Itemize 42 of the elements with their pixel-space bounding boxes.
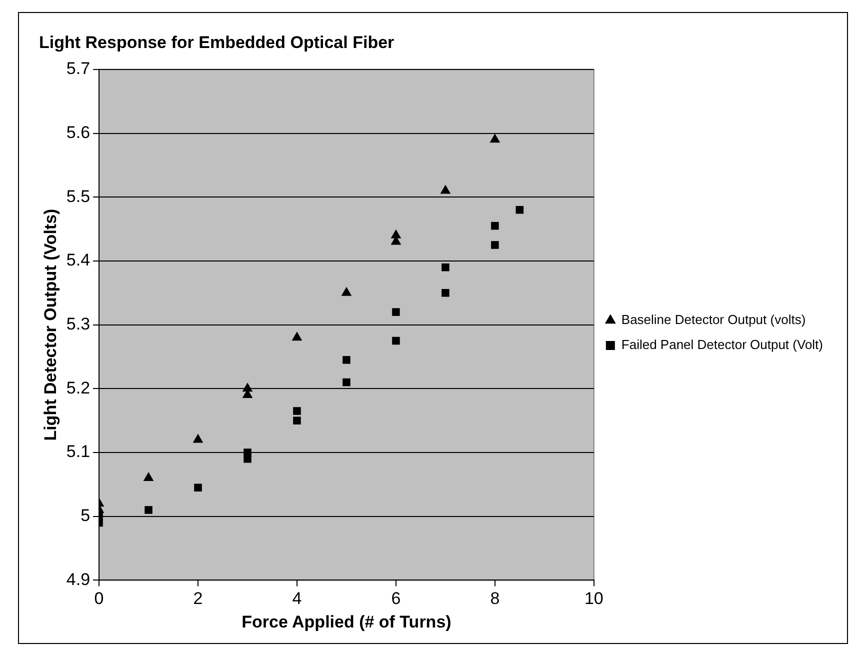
y-tick-label: 5.4 — [66, 250, 90, 270]
y-tick-label: 5.5 — [66, 186, 90, 206]
point — [342, 356, 350, 364]
y-tick-label: 5.1 — [66, 442, 90, 462]
x-tick-label: 6 — [391, 589, 401, 608]
point — [442, 288, 450, 297]
point — [192, 434, 204, 443]
point — [490, 134, 500, 143]
point — [491, 222, 499, 230]
y-axis-title: Light Detector Output (Volts) — [40, 208, 60, 441]
x-tick-label: 10 — [584, 589, 604, 608]
point — [342, 378, 350, 386]
x-axis-title: Force Applied (# of Turns) — [242, 612, 452, 632]
point — [293, 407, 301, 415]
point — [442, 263, 450, 272]
x-tick-label: 8 — [490, 589, 500, 608]
point — [143, 472, 154, 482]
chart-title: Light Response for Embedded Optical Fiber — [39, 32, 395, 52]
y-tick-label: 5.7 — [66, 59, 90, 78]
y-tick-label: 4.9 — [66, 570, 90, 589]
y-tick-label: 5.2 — [66, 378, 90, 398]
x-tick-label: 0 — [94, 589, 104, 608]
y-tick-label: 5.3 — [66, 314, 90, 334]
x-tick-label: 2 — [193, 589, 203, 608]
point — [440, 184, 451, 194]
legend-label: Failed Panel Detector Output (Volt) — [621, 337, 824, 352]
point — [194, 484, 202, 492]
point — [242, 382, 253, 392]
point — [341, 286, 352, 296]
point — [392, 308, 400, 316]
point — [244, 448, 252, 456]
x-tick-label: 4 — [292, 589, 302, 608]
point — [392, 336, 400, 345]
point — [292, 332, 302, 341]
y-tick-label: 5 — [80, 506, 90, 526]
point — [293, 416, 301, 424]
point — [491, 241, 499, 249]
y-tick-label: 5.6 — [66, 122, 90, 142]
point — [390, 229, 402, 238]
legend-label: Baseline Detector Output (volts) — [621, 312, 806, 328]
point — [144, 506, 152, 514]
point — [516, 206, 524, 214]
